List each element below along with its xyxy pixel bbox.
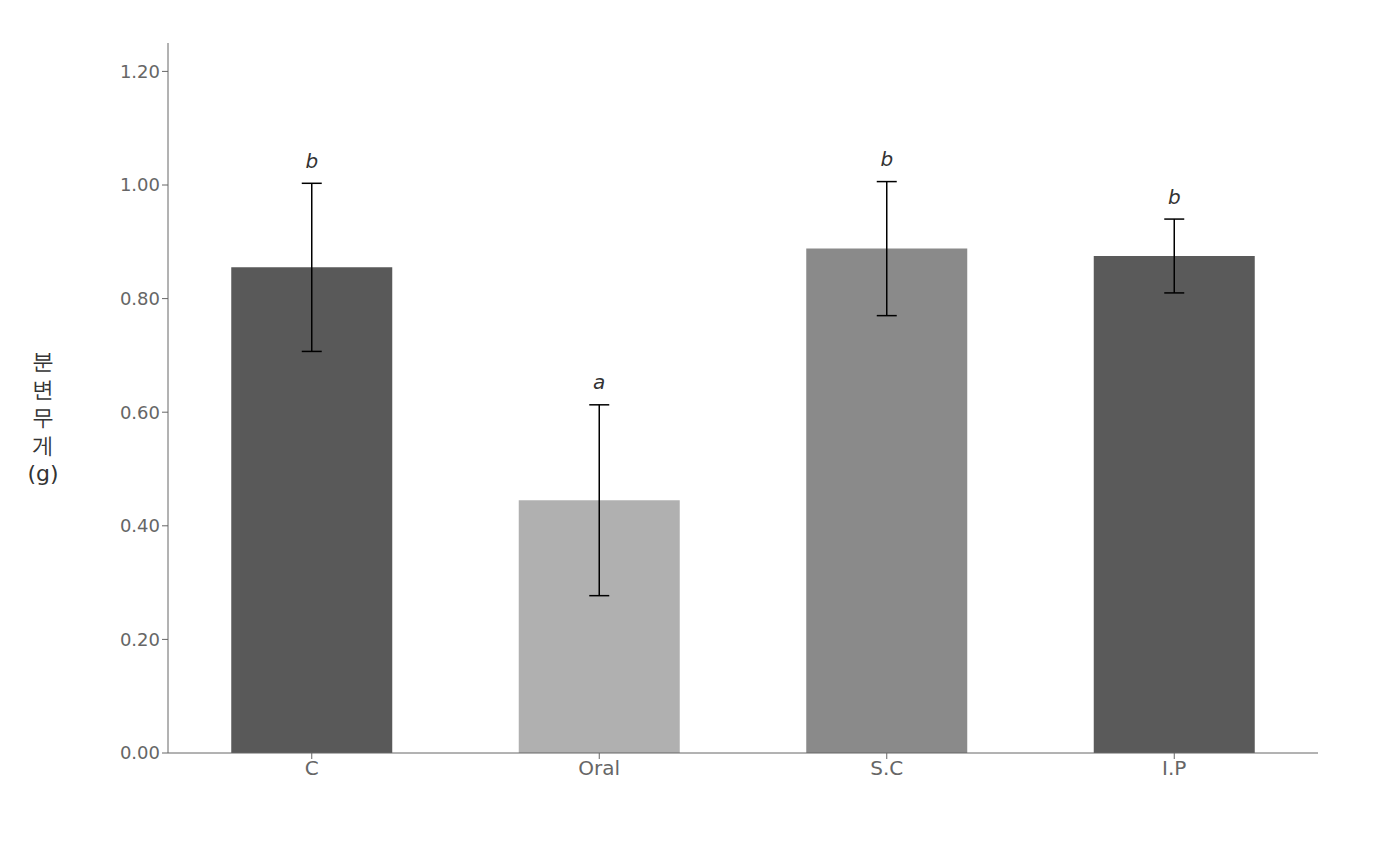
svg-text:a: a <box>593 370 605 394</box>
svg-text:0.80: 0.80 <box>120 288 160 309</box>
svg-text:I.P: I.P <box>1162 756 1186 780</box>
svg-text:0.40: 0.40 <box>120 515 160 536</box>
html-text:분: 분 <box>32 349 54 374</box>
svg-text:1.00: 1.00 <box>120 174 160 195</box>
svg-text:Oral: Oral <box>578 756 620 780</box>
html-text:무: 무 <box>32 405 54 430</box>
html-text:변: 변 <box>32 377 54 402</box>
svg-text:1.20: 1.20 <box>120 61 160 82</box>
svg-text:S.C: S.C <box>870 756 903 780</box>
svg-text:b: b <box>305 149 318 173</box>
html-text:게: 게 <box>32 433 54 458</box>
svg-text:0.60: 0.60 <box>120 402 160 423</box>
svg-text:b: b <box>1168 185 1181 209</box>
svg-text:b: b <box>880 147 893 171</box>
svg-text:0.20: 0.20 <box>120 629 160 650</box>
svg-text:C: C <box>305 756 319 780</box>
svg-text:0.00: 0.00 <box>120 742 160 763</box>
html-text:(g): (g) <box>27 461 59 486</box>
